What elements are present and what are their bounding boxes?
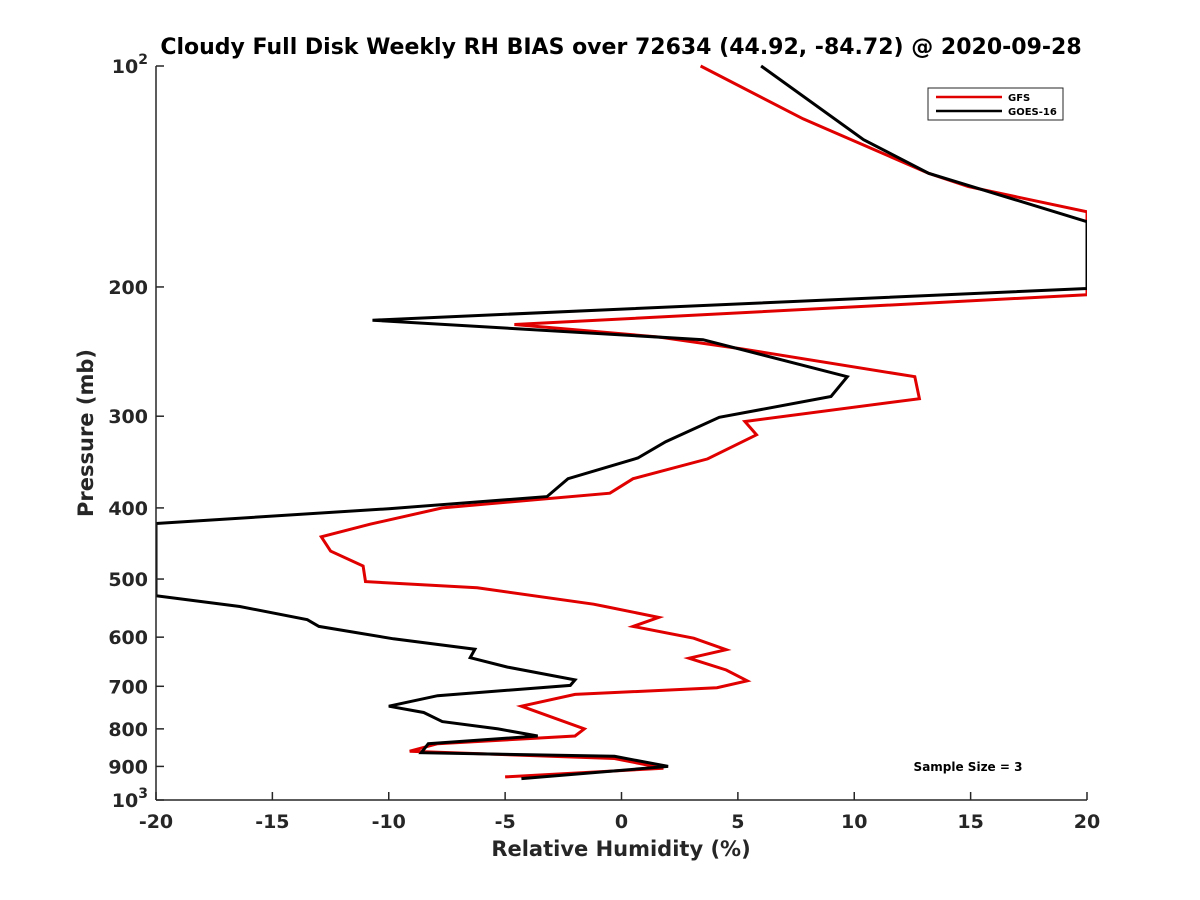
x-tick-label: -20 [139, 811, 173, 833]
y-tick-label: 200 [108, 277, 148, 299]
y-tick-label: 700 [108, 676, 148, 698]
x-tick-label: 5 [731, 811, 744, 833]
x-tick-label: 10 [841, 811, 867, 833]
plot-area: -20 -15 -10 -5 0 5 10 15 20 102 200 300 400 500 600 70… [108, 52, 1100, 833]
series-layer [156, 64, 1087, 781]
legend-label-goes16: GOES-16 [1008, 107, 1057, 118]
series-line-goes-16 [156, 64, 1087, 781]
y-tick-label: 800 [108, 719, 148, 741]
x-axis-label: Relative Humidity (%) [491, 837, 750, 861]
legend-label-gfs: GFS [1008, 93, 1030, 104]
y-tick-label: 300 [108, 406, 148, 428]
y-tick-label: 600 [108, 627, 148, 649]
y-tick-label: 103 [112, 786, 148, 812]
y-tick-label: 400 [108, 498, 148, 520]
y-axis-ticks: 102 200 300 400 500 600 700 800 900 103 [108, 52, 164, 812]
x-tick-label: 0 [615, 811, 628, 833]
x-tick-label: -5 [495, 811, 516, 833]
y-tick-label: 500 [108, 569, 148, 591]
x-tick-label: -10 [372, 811, 406, 833]
x-tick-label: 20 [1074, 811, 1100, 833]
x-tick-label: -15 [255, 811, 289, 833]
sample-size-annotation: Sample Size = 3 [914, 760, 1023, 774]
y-axis-label: Pressure (mb) [74, 349, 98, 517]
legend: GFS GOES-16 [927, 87, 1064, 121]
x-tick-label: 15 [957, 811, 983, 833]
y-tick-label: 900 [108, 756, 148, 778]
x-axis-ticks: -20 -15 -10 -5 0 5 10 15 20 [139, 792, 1100, 833]
legend-box [927, 87, 1064, 121]
chart-title: Cloudy Full Disk Weekly RH BIAS over 726… [160, 35, 1081, 60]
plot-background [156, 66, 1087, 800]
y-tick-label: 102 [112, 52, 148, 78]
